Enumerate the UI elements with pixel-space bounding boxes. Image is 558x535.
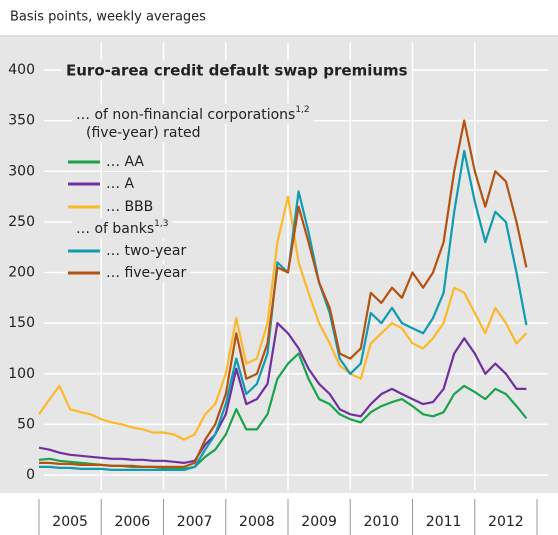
- annotation-note: 1,3: [154, 219, 168, 229]
- subtitle: Basis points, weekly averages: [10, 10, 206, 25]
- x-tick-label: 2007: [177, 514, 213, 530]
- chart-title: Euro-area credit default swap premiums: [66, 62, 408, 80]
- annotation-text: … of non-financial corporations: [76, 107, 295, 123]
- annotation-note: 1,2: [295, 105, 309, 115]
- x-tick-label: 2012: [488, 514, 524, 530]
- y-tick-label: 300: [8, 163, 35, 179]
- series-line: [38, 195, 528, 441]
- label-box: [72, 217, 173, 238]
- annotation: (five-year) rated: [86, 125, 200, 141]
- x-tick-label: 2009: [301, 514, 337, 530]
- annotation-text: (five-year) rated: [86, 125, 200, 141]
- legend-label: … five-year: [106, 265, 186, 281]
- series-line: [38, 322, 527, 464]
- y-tick-label: 150: [8, 315, 35, 331]
- x-tick-label: 2006: [115, 514, 151, 530]
- y-tick-label: 100: [8, 366, 35, 382]
- label-box: [62, 60, 412, 81]
- legend-label: … BBB: [106, 199, 153, 215]
- legend-label: … AA: [106, 154, 144, 170]
- y-tick-label: 50: [17, 416, 35, 432]
- label-box: [102, 153, 149, 171]
- y-tick-label: 250: [8, 214, 35, 230]
- label-box: [72, 103, 314, 124]
- y-tick-label: 0: [26, 467, 35, 483]
- label-box: [102, 175, 139, 193]
- label-box: [82, 124, 205, 142]
- legend-label: … A: [106, 176, 134, 192]
- y-tick-label: 350: [8, 113, 35, 129]
- series-line: [39, 119, 528, 468]
- label-box: [102, 198, 158, 216]
- annotation: … of banks1,3: [76, 219, 168, 238]
- series-line: [39, 149, 528, 471]
- legend-label: … two-year: [106, 243, 186, 259]
- x-tick-label: 2005: [52, 514, 88, 530]
- y-tick-label: 200: [8, 265, 35, 281]
- x-tick-label: 2010: [364, 514, 400, 530]
- label-box: [102, 242, 191, 260]
- annotation: … of non-financial corporations1,2: [76, 105, 310, 124]
- label-box: [102, 264, 191, 282]
- x-tick-label: 2008: [239, 514, 275, 530]
- x-tick-label: 2011: [426, 514, 462, 530]
- annotation-text: … of banks: [76, 221, 154, 237]
- y-tick-label: 400: [8, 62, 35, 78]
